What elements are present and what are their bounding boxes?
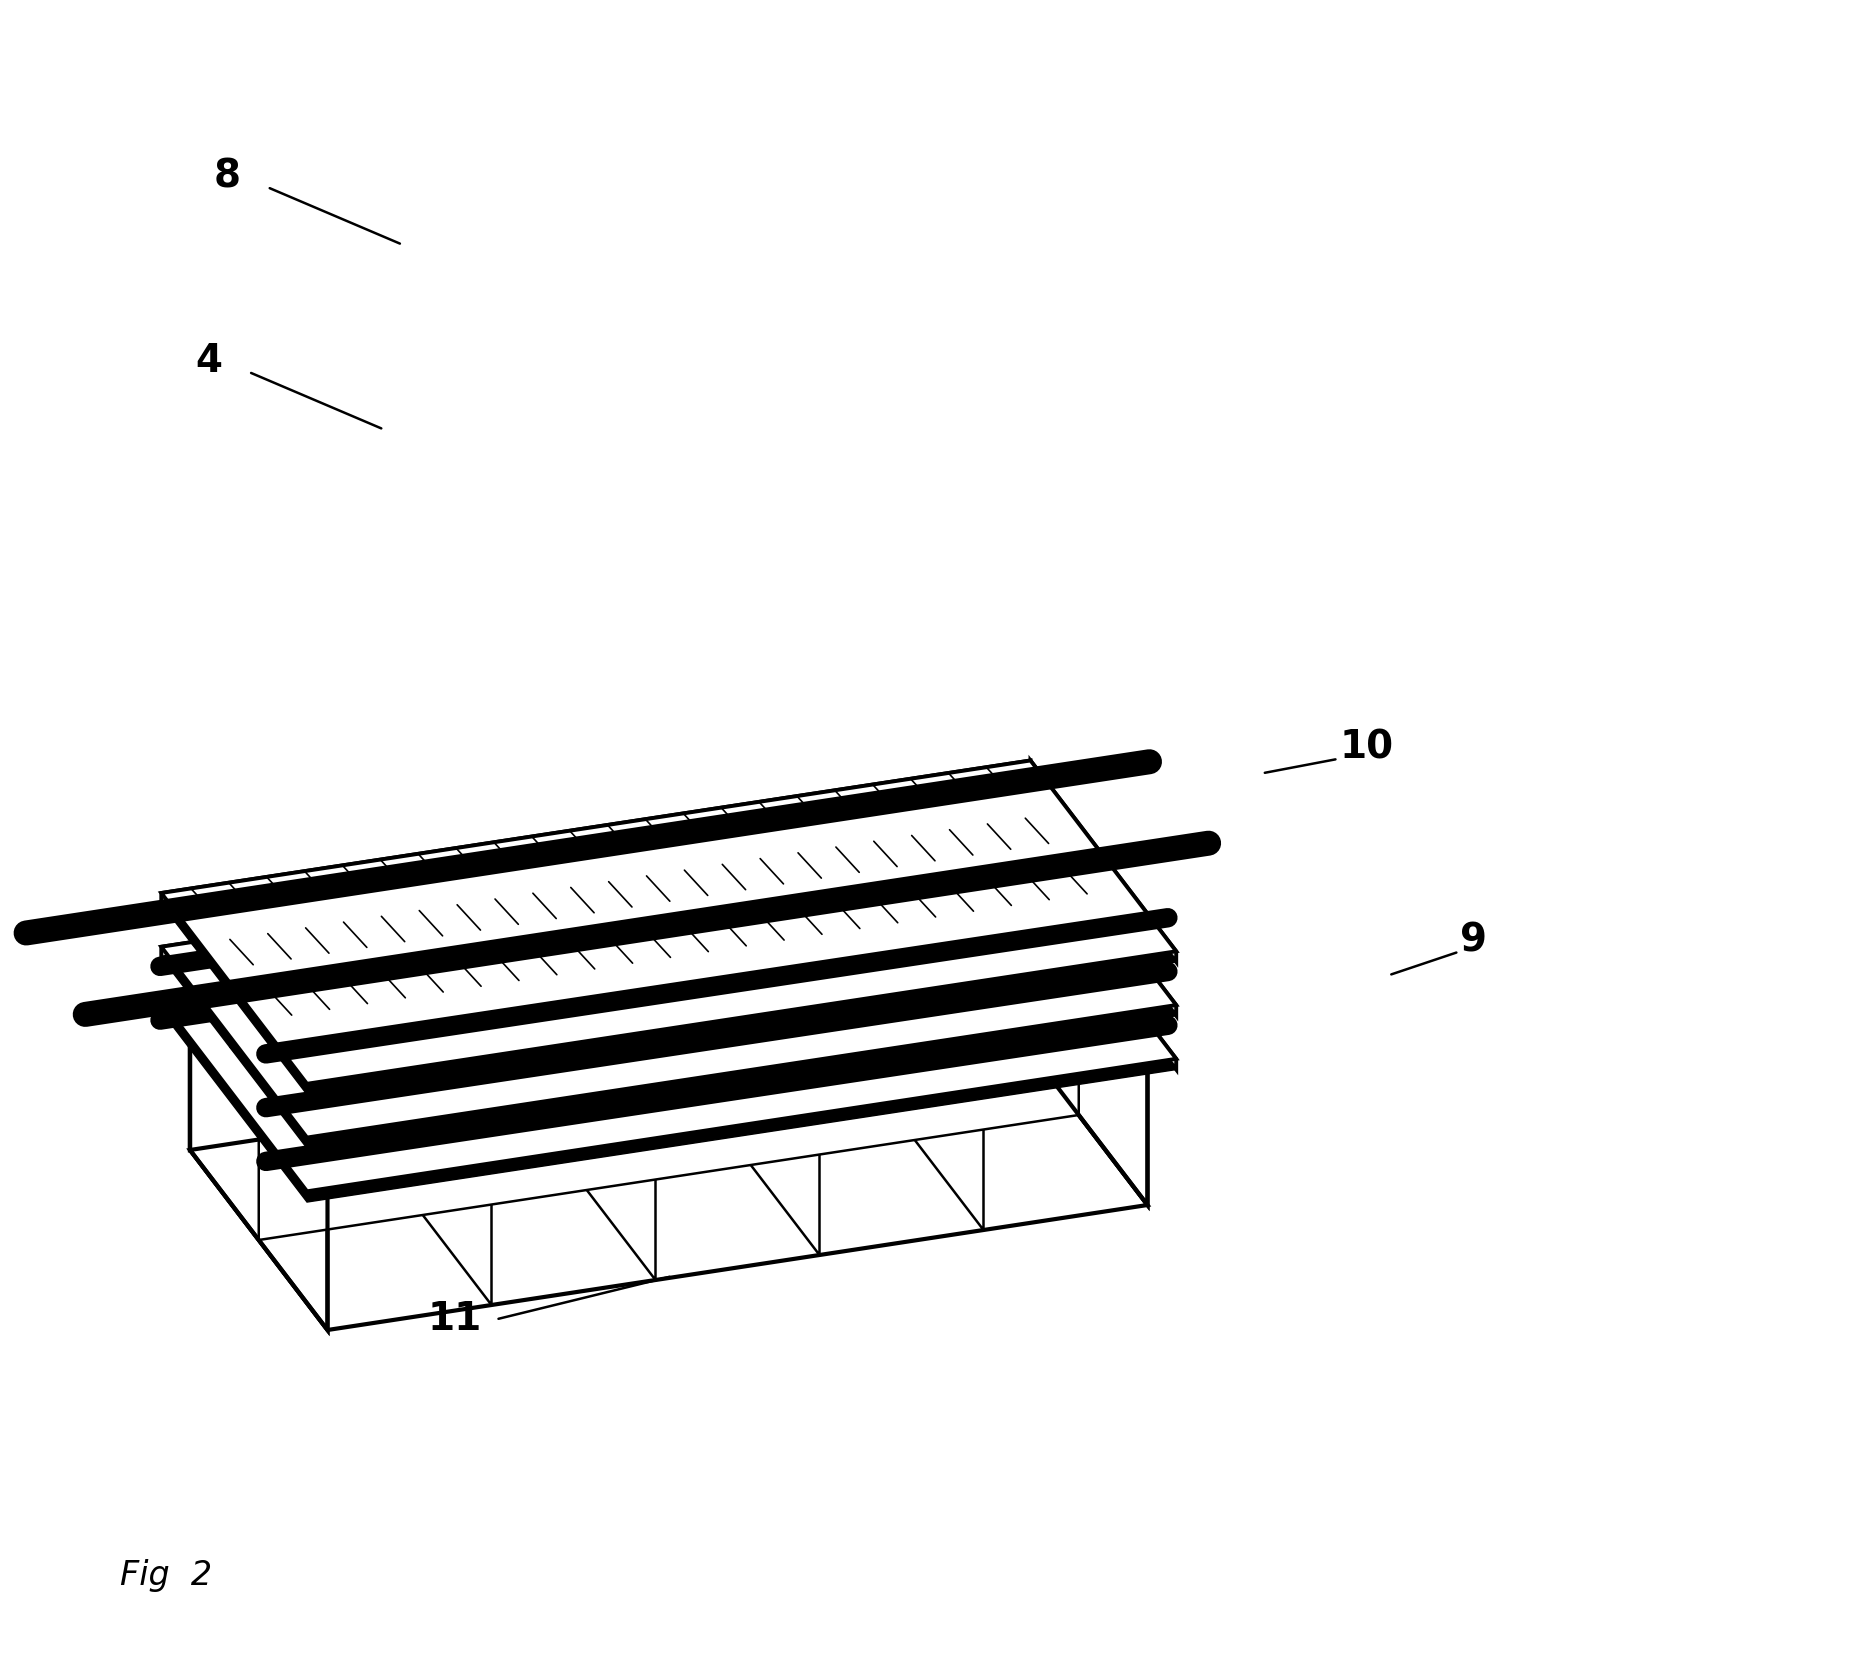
Polygon shape [487, 937, 543, 1052]
Polygon shape [1030, 761, 1176, 963]
Polygon shape [846, 916, 984, 1230]
Polygon shape [298, 1067, 353, 1181]
Polygon shape [932, 870, 988, 984]
Polygon shape [837, 984, 893, 1099]
Polygon shape [162, 869, 1030, 1011]
Polygon shape [162, 825, 1176, 1149]
Polygon shape [558, 927, 612, 1042]
Polygon shape [259, 981, 1079, 1240]
Polygon shape [885, 877, 941, 991]
Polygon shape [190, 1016, 327, 1331]
Polygon shape [673, 1010, 729, 1124]
Polygon shape [229, 976, 285, 1092]
Polygon shape [1010, 890, 1148, 1205]
Polygon shape [954, 966, 1010, 1082]
Polygon shape [517, 966, 655, 1280]
Polygon shape [190, 1025, 1148, 1331]
Polygon shape [346, 1060, 400, 1174]
Polygon shape [1049, 953, 1103, 1067]
Polygon shape [162, 825, 1030, 963]
Polygon shape [162, 869, 1176, 1191]
Polygon shape [1030, 815, 1176, 1016]
Polygon shape [463, 1042, 517, 1156]
Polygon shape [980, 862, 1034, 978]
Polygon shape [627, 1016, 681, 1132]
Polygon shape [392, 1052, 446, 1168]
Polygon shape [790, 991, 846, 1107]
Polygon shape [190, 890, 1148, 1196]
Polygon shape [722, 902, 777, 1016]
Polygon shape [162, 815, 1030, 958]
Polygon shape [683, 941, 820, 1255]
Polygon shape [324, 963, 378, 1077]
Polygon shape [441, 944, 495, 1060]
Polygon shape [1001, 959, 1056, 1075]
Polygon shape [884, 978, 939, 1092]
Polygon shape [604, 919, 660, 1035]
Text: 10: 10 [1339, 729, 1393, 766]
Polygon shape [510, 1035, 564, 1149]
Polygon shape [190, 890, 1010, 1151]
Text: 4: 4 [195, 343, 223, 380]
Polygon shape [720, 1003, 776, 1117]
Polygon shape [651, 912, 707, 1026]
Text: 8: 8 [214, 158, 242, 195]
Polygon shape [277, 969, 331, 1085]
Polygon shape [162, 879, 1030, 1016]
Polygon shape [353, 991, 491, 1305]
Polygon shape [556, 1026, 612, 1142]
Polygon shape [162, 815, 1176, 1137]
Polygon shape [162, 879, 1176, 1203]
Polygon shape [815, 887, 870, 1003]
Polygon shape [394, 951, 448, 1067]
Polygon shape [768, 894, 824, 1010]
Text: Fig  2: Fig 2 [121, 1559, 212, 1591]
Polygon shape [162, 771, 1030, 909]
Polygon shape [162, 771, 1176, 1095]
Polygon shape [162, 761, 1176, 1084]
Polygon shape [1030, 869, 1176, 1070]
Text: 9: 9 [1460, 922, 1488, 959]
Text: 11: 11 [428, 1300, 482, 1337]
Polygon shape [162, 761, 1030, 904]
